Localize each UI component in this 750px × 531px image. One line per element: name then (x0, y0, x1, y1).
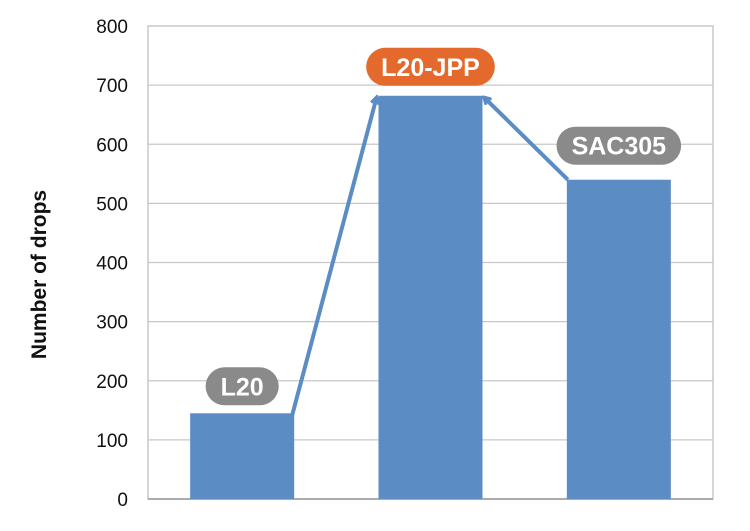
y-tick-label: 700 (96, 76, 128, 97)
bar-l20 (190, 413, 295, 499)
bars (190, 95, 671, 499)
category-label-sac305: SAC305 (556, 126, 682, 165)
y-tick-label: 600 (96, 135, 128, 156)
y-tick-label: 500 (96, 194, 128, 215)
category-label-text: SAC305 (572, 133, 667, 161)
y-tick-label: 400 (96, 254, 128, 275)
y-tick-label: 100 (96, 431, 128, 452)
annotation-arrows (290, 98, 570, 416)
category-label-l20: L20 (205, 367, 279, 406)
category-label-text: L20 (221, 373, 264, 401)
arrow-l20-to-l20-jpp (290, 98, 376, 416)
y-tick-label: 200 (96, 372, 128, 393)
y-tick-label: 300 (96, 313, 128, 334)
y-axis-title: Number of drops (28, 190, 51, 359)
y-tick-label: 0 (117, 490, 128, 511)
category-label-pill (205, 367, 279, 406)
bar-sac305 (566, 179, 671, 499)
category-label-pill (366, 47, 495, 86)
y-tick-label: 800 (96, 17, 128, 38)
bar-l20-jpp (378, 95, 483, 499)
category-label-text: L20-JPP (381, 54, 480, 82)
arrow-sac305-to-l20-jpp (485, 98, 570, 182)
bar-category-labels: L20 L20-JPP SAC305 (205, 47, 682, 406)
category-label-pill (556, 126, 682, 165)
category-label-l20-jpp: L20-JPP (366, 47, 495, 86)
y-tick-labels: 0 100 200 300 400 500 600 700 800 (96, 17, 128, 511)
